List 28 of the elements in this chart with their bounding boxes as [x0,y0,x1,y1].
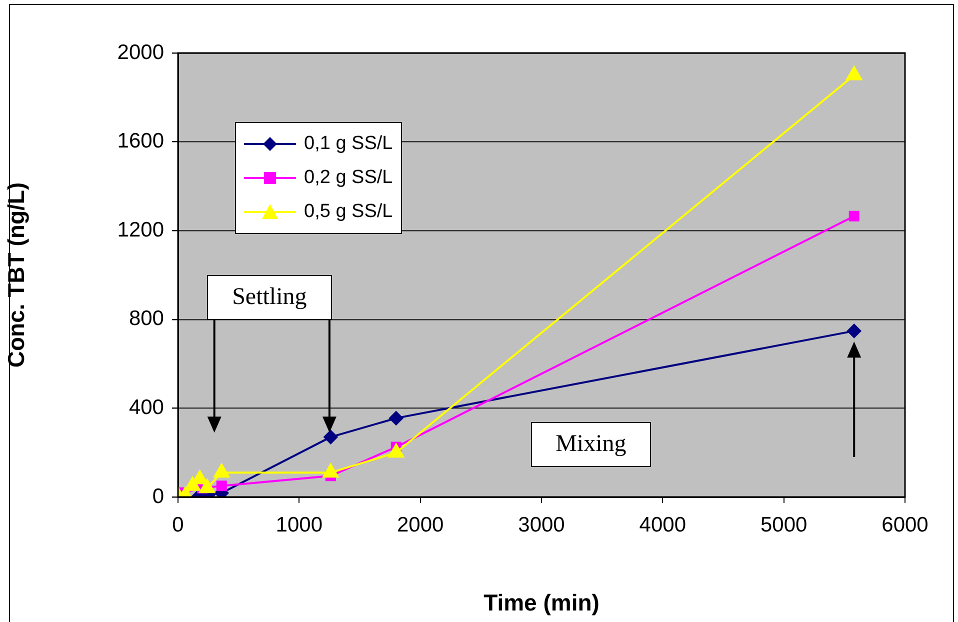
point [322,464,339,478]
y-tick-label: 400 [128,396,164,419]
point [199,479,216,494]
x-tick-label: 5000 [760,513,808,536]
point [847,324,862,338]
legend-label: 0,1 g SS/L [304,133,393,155]
y-tick-label: 800 [128,307,164,330]
y-tick-label: 1600 [117,130,164,153]
point [324,430,338,444]
annotation: Mixing [530,422,652,467]
point [389,411,404,426]
x-tick-label: 2000 [396,513,444,536]
legend-label: 0,5 g SS/L [304,201,393,223]
x-tick-label: 4000 [639,513,686,536]
point [216,480,227,492]
point [388,444,404,458]
point [848,210,860,222]
legend-label: 0,2 g SS/L [304,167,393,189]
x-tick-label: 0 [172,513,184,536]
x-axis-title: Time (min) [484,590,600,616]
annotation: Settling [207,275,332,320]
y-tick-label: 1200 [117,218,164,242]
y-tick-label: 2000 [117,40,164,64]
point [214,464,230,478]
x-tick-label: 1000 [276,513,323,536]
y-tick-label: 0 [152,484,164,508]
x-tick-label: 6000 [882,513,928,536]
x-tick-label: 3000 [518,513,565,536]
